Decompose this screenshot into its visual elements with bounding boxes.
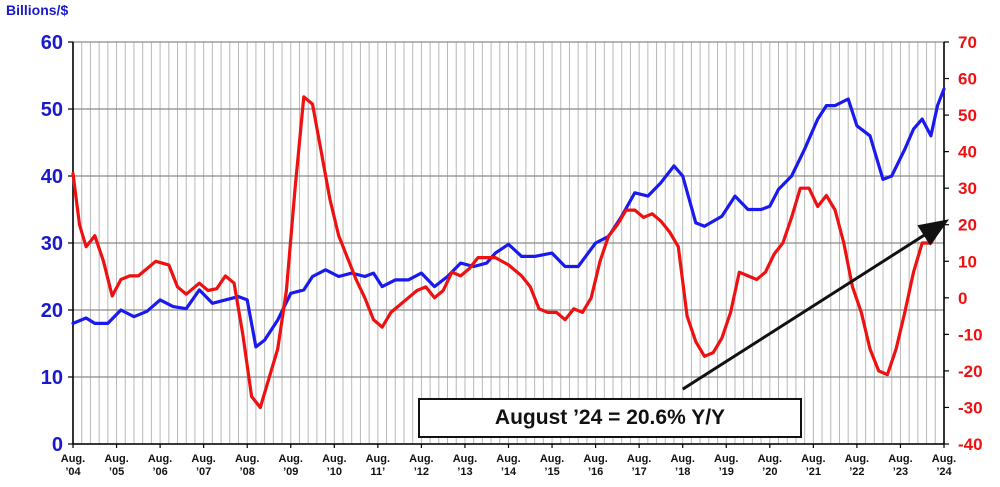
x-tick-label: ’20	[762, 466, 777, 478]
x-tick-label: 11’	[371, 466, 386, 478]
x-tick-label: ’14	[501, 466, 517, 478]
x-tick-label: ’08	[240, 466, 255, 478]
right-tick-label: -10	[958, 325, 983, 344]
trend-arrow	[681, 219, 950, 391]
series-lines	[71, 87, 946, 410]
x-tick-label: ’21	[806, 466, 821, 478]
x-tick-label: Aug.	[366, 453, 390, 465]
right-tick-label: 60	[958, 70, 977, 89]
x-axis-ticks: Aug.’04Aug.’05Aug.’06Aug.’07Aug.’08Aug.’…	[61, 444, 956, 478]
x-tick-label: Aug.	[670, 453, 694, 465]
series-line-red	[71, 95, 946, 410]
left-axis-ticks: 0 10 20 30 40 50 60	[41, 32, 73, 456]
right-tick-label: -40	[958, 435, 983, 454]
x-tick-label: ’06	[152, 466, 167, 478]
x-tick-label: ’18	[675, 466, 690, 478]
right-tick-label: 50	[958, 106, 977, 125]
x-tick-label: ’07	[196, 466, 211, 478]
x-tick-label: ’10	[327, 466, 342, 478]
x-tick-label: Aug.	[758, 453, 782, 465]
x-tick-label: Aug.	[583, 453, 607, 465]
x-tick-label: Aug.	[191, 453, 215, 465]
right-tick-label: 70	[958, 33, 977, 52]
x-tick-label: Aug.	[235, 453, 259, 465]
x-tick-label: Aug.	[409, 453, 433, 465]
x-tick-label: Aug.	[104, 453, 128, 465]
right-tick-label: -30	[958, 398, 983, 417]
series-line-blue	[71, 87, 946, 349]
left-tick-label: 10	[41, 367, 63, 389]
x-tick-label: Aug.	[801, 453, 825, 465]
right-tick-label: 20	[958, 216, 977, 235]
x-tick-label: Aug.	[496, 453, 520, 465]
right-tick-label: 30	[958, 179, 977, 198]
trend-arrow-line	[681, 219, 950, 391]
x-tick-label: Aug.	[888, 453, 912, 465]
left-tick-label: 20	[41, 300, 63, 322]
x-tick-label: ’17	[632, 466, 647, 478]
x-tick-label: Aug.	[627, 453, 651, 465]
callout-box: August ’24 = 20.6% Y/Y	[418, 398, 802, 438]
x-tick-label: ’12	[414, 466, 429, 478]
right-tick-label: 10	[958, 252, 977, 271]
x-tick-label: Aug.	[714, 453, 738, 465]
y-axis-label: Billions/$	[6, 2, 69, 18]
x-tick-label: ’04	[65, 466, 81, 478]
x-tick-label: ’13	[457, 466, 472, 478]
x-tick-label: ’05	[109, 466, 124, 478]
x-tick-label: Aug.	[322, 453, 346, 465]
grid-lines	[72, 41, 945, 445]
x-tick-label: ’16	[588, 466, 603, 478]
x-tick-label: Aug.	[61, 453, 85, 465]
left-tick-label: 50	[41, 99, 63, 121]
x-tick-label: ’15	[544, 466, 559, 478]
x-tick-label: Aug.	[453, 453, 477, 465]
left-tick-label: 60	[41, 32, 63, 54]
x-tick-label: ’22	[849, 466, 864, 478]
x-tick-label: ’19	[719, 466, 734, 478]
x-tick-label: Aug.	[279, 453, 303, 465]
x-tick-label: ’09	[283, 466, 298, 478]
x-tick-label: Aug.	[845, 453, 869, 465]
x-tick-label: ’23	[893, 466, 908, 478]
callout-text: August ’24 = 20.6% Y/Y	[494, 406, 726, 429]
left-tick-label: 0	[52, 434, 63, 456]
x-tick-label: ’24	[936, 466, 952, 478]
right-tick-label: 0	[958, 289, 967, 308]
x-tick-label: Aug.	[540, 453, 564, 465]
left-tick-label: 40	[41, 166, 63, 188]
x-tick-label: Aug.	[932, 453, 956, 465]
x-tick-label: Aug.	[148, 453, 172, 465]
right-axis-ticks: -40 -30 -20 -10 0 10 20 30 40 50 60 70	[944, 33, 983, 454]
left-tick-label: 30	[41, 233, 63, 255]
right-tick-label: 40	[958, 143, 977, 162]
right-tick-label: -20	[958, 362, 983, 381]
